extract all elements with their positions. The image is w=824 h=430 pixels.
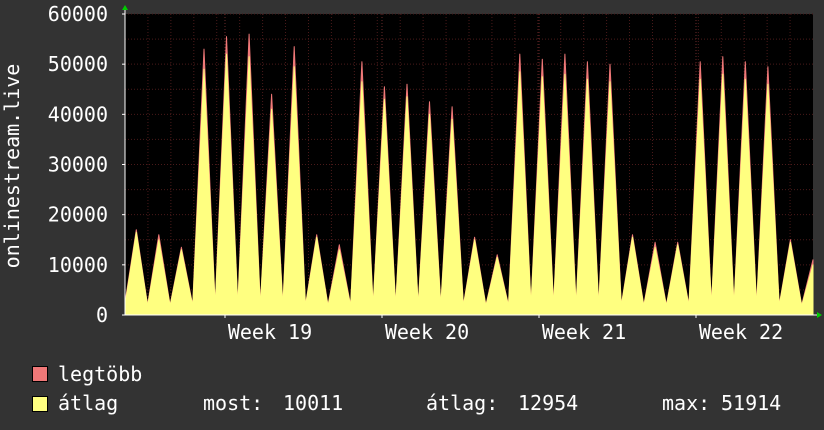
- legend-label-max: legtöbb: [58, 362, 143, 386]
- x-tick-label: Week 21: [542, 320, 626, 344]
- y-tick-label: 10000: [48, 253, 108, 277]
- x-tick-label: Week 19: [228, 320, 312, 344]
- stat-max-value: 51914: [721, 391, 782, 415]
- x-tick-labels: Week 19 Week 20 Week 21 Week 22: [224, 315, 783, 344]
- legend-swatch-max: [32, 366, 48, 382]
- y-tick-label: 20000: [48, 203, 108, 227]
- stat-current-label: most:: [203, 391, 264, 415]
- y-tick-label: 60000: [48, 2, 108, 26]
- series-layer: [124, 33, 814, 316]
- stat-max-label: max:: [662, 391, 711, 415]
- x-tick-label: Week 20: [385, 320, 469, 344]
- y-tick-labels: 0 10000 20000 30000 40000 50000 60000: [48, 2, 125, 327]
- x-tick-label: Week 22: [699, 320, 783, 344]
- legend-label-avg: átlag: [58, 391, 119, 415]
- axes: [122, 5, 822, 318]
- legend-swatch-avg: [32, 396, 48, 412]
- stat-average-value: 12954: [518, 391, 579, 415]
- stat-average-label: átlag:: [426, 391, 499, 415]
- series-area-1: [124, 53, 814, 316]
- stat-current-value: 10011: [283, 391, 344, 415]
- y-axis-label: onlinestream.live: [0, 64, 24, 269]
- y-axis-arrow: [122, 5, 128, 10]
- y-tick-label: 50000: [48, 52, 108, 76]
- y-tick-label: 40000: [48, 102, 108, 126]
- y-tick-label: 0: [96, 303, 108, 327]
- y-tick-label: 30000: [48, 153, 108, 177]
- x-axis-arrow: [817, 312, 822, 318]
